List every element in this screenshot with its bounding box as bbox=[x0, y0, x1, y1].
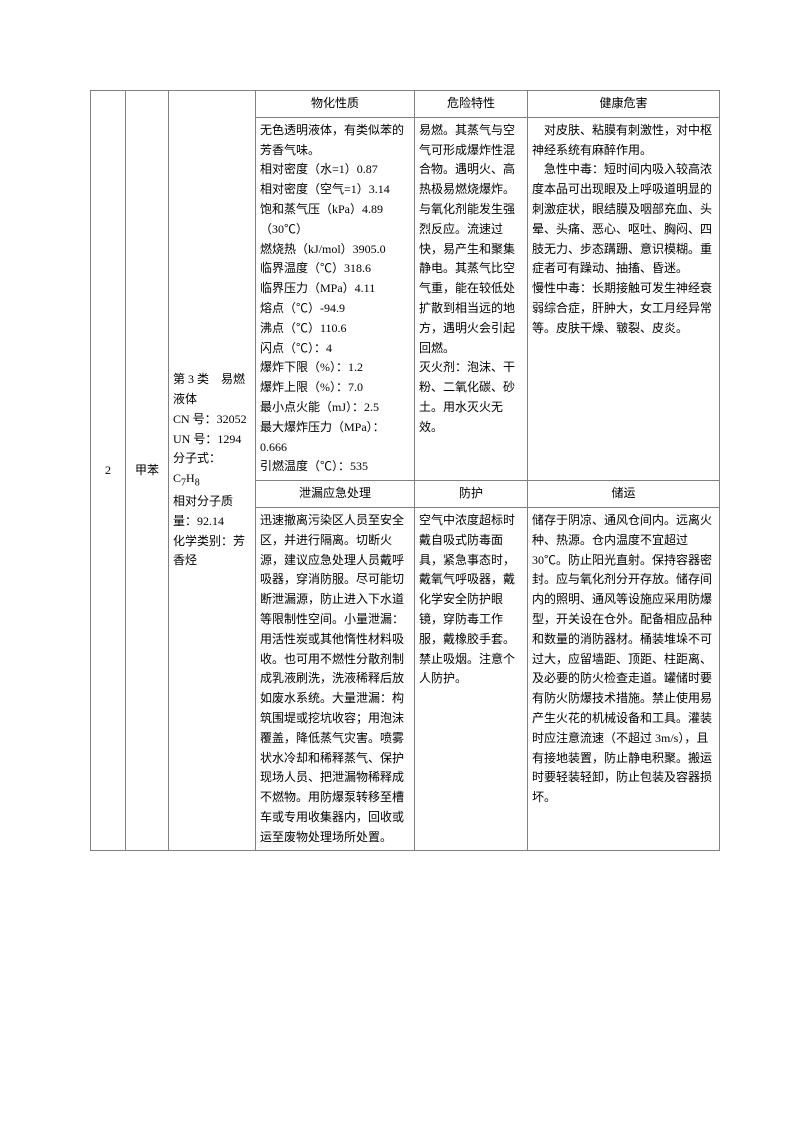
header-storage: 储运 bbox=[528, 481, 720, 508]
header-health: 健康危害 bbox=[528, 91, 720, 118]
classification-cell: 第 3 类 易燃液体CN 号：32052UN 号：1294分子式：C7H8相对分… bbox=[169, 91, 256, 851]
header-leak: 泄漏应急处理 bbox=[256, 481, 415, 508]
row-number: 2 bbox=[91, 91, 126, 851]
substance-name: 甲苯 bbox=[126, 91, 169, 851]
cell-health: 对皮肤、粘膜有刺激性，对中枢神经系统有麻醉作用。 急性中毒：短时间内吸入较高浓度… bbox=[528, 117, 720, 480]
cell-hazard: 易燃。其蒸气与空气可形成爆炸性混合物。遇明火、高热极易燃烧爆炸。与氧化剂能发生强… bbox=[415, 117, 528, 480]
chemical-data-table: 2 甲苯 第 3 类 易燃液体CN 号：32052UN 号：1294分子式：C7… bbox=[90, 90, 720, 851]
classification-text: 第 3 类 易燃液体CN 号：32052UN 号：1294分子式：C7H8相对分… bbox=[173, 372, 247, 567]
header-hazard: 危险特性 bbox=[415, 91, 528, 118]
cell-storage: 储存于阴凉、通风仓间内。远离火种、热源。仓内温度不宜超过30℃。防止阳光直射。保… bbox=[528, 507, 720, 851]
cell-protection: 空气中浓度超标时戴自吸式防毒面具，紧急事态时，戴氧气呼吸器，戴化学安全防护眼镜，… bbox=[415, 507, 528, 851]
header-protection: 防护 bbox=[415, 481, 528, 508]
cell-physchem: 无色透明液体，有类似苯的芳香气味。 相对密度（水=1）0.87 相对密度（空气=… bbox=[256, 117, 415, 480]
cell-leak: 迅速撤离污染区人员至安全区，并进行隔离。切断火源，建议应急处理人员戴呼吸器，穿消… bbox=[256, 507, 415, 851]
header-physchem: 物化性质 bbox=[256, 91, 415, 118]
